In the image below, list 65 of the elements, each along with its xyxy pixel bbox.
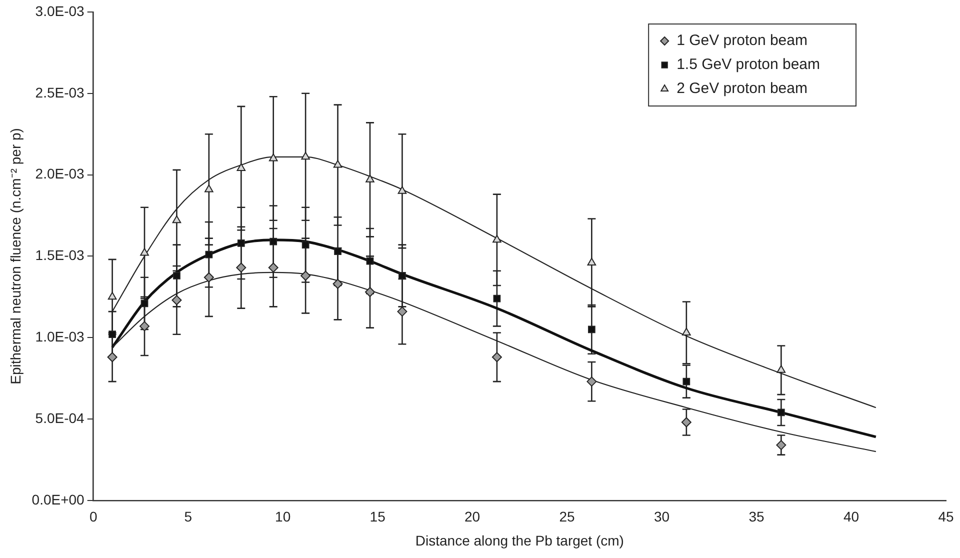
point xyxy=(682,378,690,386)
legend-label: 2 GeV proton beam xyxy=(676,80,808,98)
y-tick-label: 1.0E-03 xyxy=(35,328,85,344)
legend-label: 1.5 GeV proton beam xyxy=(676,56,820,74)
y-tick-label: 2.5E-03 xyxy=(35,84,85,100)
point xyxy=(108,330,116,338)
point xyxy=(236,262,246,273)
point xyxy=(681,417,692,428)
legend-label: 1 GeV proton beam xyxy=(676,32,808,50)
x-tick-label: 25 xyxy=(559,508,576,525)
point xyxy=(364,287,375,298)
x-tick-label: 30 xyxy=(654,508,670,525)
point xyxy=(140,321,150,332)
point xyxy=(204,184,214,192)
point xyxy=(107,352,118,362)
point xyxy=(492,352,502,362)
point xyxy=(682,328,691,336)
point xyxy=(398,272,406,280)
y-tick-label: 5.0E-04 xyxy=(35,410,85,426)
x-tick-label: 35 xyxy=(748,508,765,525)
point xyxy=(334,248,342,255)
x-tick-label: 40 xyxy=(843,508,860,525)
point xyxy=(586,376,597,387)
x-tick-label: 5 xyxy=(184,508,192,525)
point xyxy=(366,257,374,265)
point xyxy=(302,241,310,248)
point xyxy=(140,300,148,308)
point xyxy=(268,262,278,273)
point xyxy=(300,270,311,281)
point xyxy=(587,258,596,266)
y-tick-label: 3.0E-03 xyxy=(35,2,85,19)
point xyxy=(332,278,343,289)
y-tick-label: 1.5E-03 xyxy=(35,247,85,264)
y-tick-label: 2.0E-03 xyxy=(35,166,85,182)
x-tick-label: 0 xyxy=(89,508,98,525)
point xyxy=(173,272,180,280)
point xyxy=(204,272,214,282)
point xyxy=(397,306,408,317)
y-tick-label: 0.0E+00 xyxy=(32,491,85,508)
point xyxy=(172,295,182,306)
x-tick-label: 45 xyxy=(938,508,954,525)
point xyxy=(493,294,501,302)
point xyxy=(236,163,246,172)
line-series xyxy=(110,238,878,438)
point xyxy=(588,326,596,334)
point xyxy=(172,215,182,224)
point xyxy=(776,365,786,373)
point xyxy=(205,250,213,258)
point xyxy=(492,234,502,243)
point xyxy=(777,408,785,416)
point xyxy=(268,154,278,162)
point xyxy=(333,160,342,168)
point xyxy=(140,248,149,256)
point xyxy=(270,238,278,246)
y-axis-title: Epithermal neutron fluence (n.cm⁻² per p) xyxy=(7,128,24,384)
x-tick-label: 10 xyxy=(275,508,291,525)
point xyxy=(366,174,374,182)
point xyxy=(108,292,117,300)
x-tick-label: 15 xyxy=(370,508,386,525)
point xyxy=(237,239,245,247)
x-axis-title: Distance along the Pb target (cm) xyxy=(415,532,624,548)
point xyxy=(776,440,786,450)
point xyxy=(301,152,310,160)
x-tick-label: 20 xyxy=(464,508,480,525)
point xyxy=(398,186,407,194)
